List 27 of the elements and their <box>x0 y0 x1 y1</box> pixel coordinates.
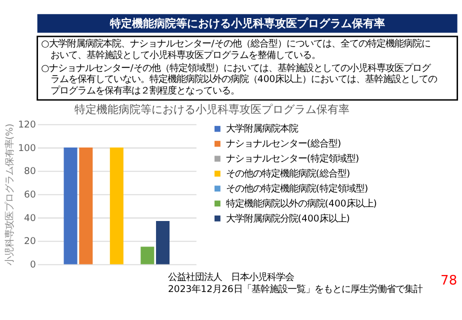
legend-label: その他の特定機能病院(特定領域型) <box>226 183 368 194</box>
y-tick-label: 60 <box>24 189 36 200</box>
y-tick-label: 0 <box>30 259 36 270</box>
legend-label: その他の特定機能病院(総合型) <box>226 168 350 180</box>
y-tick-label: 20 <box>24 236 36 248</box>
bar <box>64 148 78 264</box>
y-tick-label: 100 <box>18 142 36 154</box>
legend-label: ナショナルセンター(総合型) <box>226 138 342 150</box>
bar <box>140 246 154 264</box>
bar <box>156 221 170 264</box>
chart-title: 特定機能病院等における小児科専攻医プログラム保有率 <box>74 103 350 116</box>
legend-label: 大学附属病院本院 <box>226 124 298 135</box>
y-tick-label: 40 <box>24 212 36 224</box>
bar <box>110 148 124 264</box>
y-axis-title: 小児科専攻医プログラム保有率(%) <box>4 124 16 266</box>
text: ○ナショナルセンター/その他（特定領域型）においては、基幹施設としての小児科専攻医プログラムを保有していない。特定機能病院以外の病院（400床以上）においては、基幹施設としてのプログラムを保有率は２割程度となっている。 <box>41 63 438 96</box>
legend-label: 大学附属病院分院(400床以上) <box>226 213 350 224</box>
y-tick-label: 120 <box>18 119 36 130</box>
y-tick-label: 80 <box>24 166 36 178</box>
text: 2023年12月26日「基幹施設一覧」をもとに厚生労働省で集計 <box>168 284 422 296</box>
text: 78 <box>440 274 458 289</box>
legend-label: 特定機能病院以外の病院(400床以上) <box>226 198 377 210</box>
text: 公益社団法人 日本小児科学会 <box>168 272 294 284</box>
bar <box>79 148 93 264</box>
text: ○大学附属病院本院、ナショナルセンター/その他（総合型）については、全ての特定機能病院において、基幹施設として小児科専攻医プログラムを整備している。 <box>41 38 430 61</box>
legend-label: ナショナルセンター(特定領域型) <box>226 154 360 165</box>
text: 特定機能病院等における小児科専攻医プログラム保有率 <box>108 17 385 30</box>
